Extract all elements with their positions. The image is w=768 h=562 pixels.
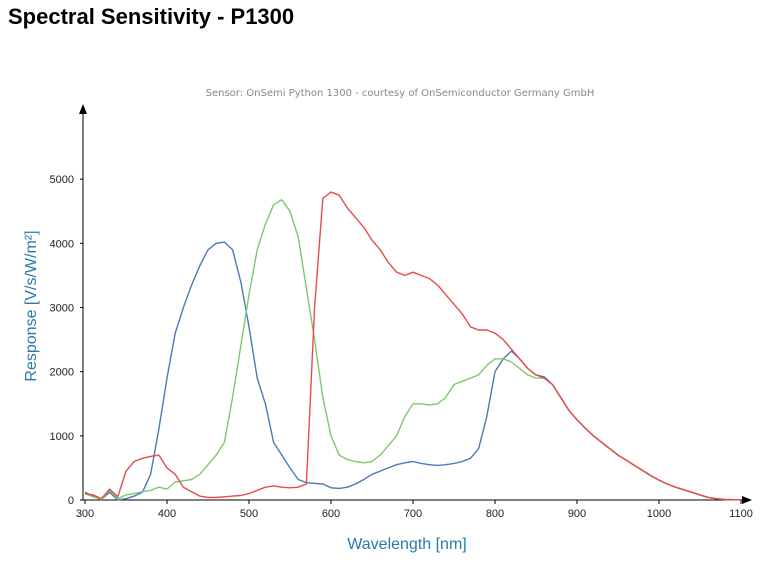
y-axis-label: Response [V/s/W/m²]	[23, 230, 40, 381]
x-ticks: 300 400 500 600 700 800 900 1000 1100	[76, 500, 753, 520]
green-response-line	[84, 198, 742, 501]
x-tick-label: 700	[404, 508, 422, 520]
x-tick-label: 1000	[647, 508, 671, 520]
page-title: Spectral Sensitivity - P1300	[8, 4, 295, 29]
x-tick-label: 300	[76, 508, 94, 520]
x-tick-label: 400	[158, 508, 176, 520]
y-axis-arrow-icon	[79, 104, 87, 114]
y-tick-label: 1000	[50, 431, 74, 443]
x-tick-label: 600	[322, 508, 340, 520]
x-tick-label: 900	[568, 508, 586, 520]
x-tick-label: 500	[240, 508, 258, 520]
red-response-line	[84, 191, 742, 501]
y-tick-label: 2000	[50, 367, 74, 379]
x-axis-label: Wavelength [nm]	[347, 536, 466, 553]
blue-response-line	[84, 241, 742, 501]
y-tick-label: 4000	[50, 238, 74, 250]
y-tick-label: 5000	[50, 174, 74, 186]
y-ticks: 0 1000 2000 3000 4000 5000	[50, 174, 83, 507]
y-tick-label: 0	[68, 495, 74, 507]
axes	[79, 104, 752, 504]
x-tick-label: 800	[486, 508, 504, 520]
x-tick-label: 1100	[729, 508, 753, 520]
x-axis-arrow-icon	[742, 496, 752, 504]
y-tick-label: 3000	[50, 303, 74, 315]
series-lines	[84, 191, 742, 501]
chart-subtitle: Sensor: OnSemi Python 1300 - courtesy of…	[206, 88, 595, 99]
